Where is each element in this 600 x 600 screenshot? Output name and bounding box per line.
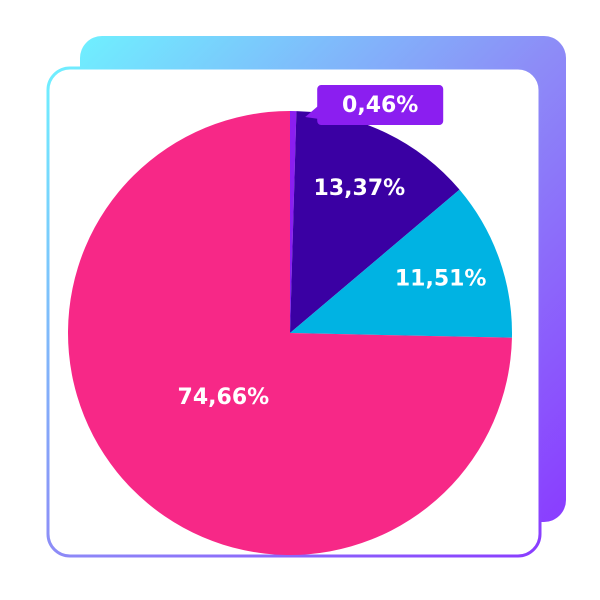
callout-pointer [305, 105, 320, 120]
data-label: 13,37% [314, 176, 406, 201]
data-label: 11,51% [395, 267, 487, 292]
pie-slice [290, 189, 512, 338]
pie-slice [290, 111, 460, 334]
pie: 0,46% 13,37% 11,51% 74,66% [68, 85, 512, 556]
data-label: 0,46% [342, 93, 418, 118]
callout-box [317, 85, 444, 126]
data-label: 74,66% [178, 385, 270, 410]
pie-slice [68, 111, 512, 556]
pie-slice [290, 111, 297, 333]
